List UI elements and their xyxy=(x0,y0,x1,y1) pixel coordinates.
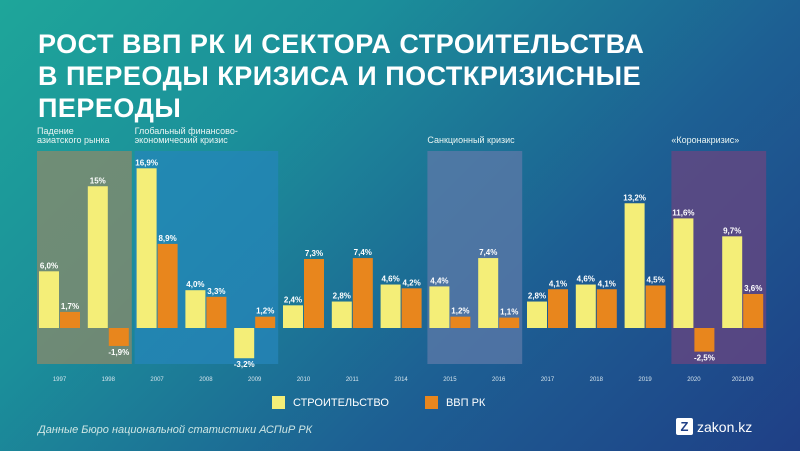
bar-gdp-2017 xyxy=(548,289,568,328)
data-label-gdp-2007: 8,9% xyxy=(158,234,176,243)
data-label-gdp-2014: 4,2% xyxy=(402,278,420,287)
data-label-construction-2017: 2,8% xyxy=(528,292,546,301)
x-tick-label: 2014 xyxy=(394,377,408,383)
x-tick-label: 2018 xyxy=(590,377,604,383)
period-label-corona: «Коронакризис» xyxy=(671,135,739,145)
data-label-construction-2015: 4,4% xyxy=(430,276,448,285)
data-label-construction-2019: 13,2% xyxy=(623,193,646,202)
bar-gdp-2021/09 xyxy=(743,293,764,328)
legend: СТРОИТЕЛЬСТВО ВВП РК xyxy=(272,396,521,409)
bar-construction-2017 xyxy=(527,301,547,328)
bar-gdp-2008 xyxy=(206,296,227,328)
data-label-gdp-2016: 1,1% xyxy=(500,308,518,317)
legend-label-gdp: ВВП РК xyxy=(445,396,486,409)
x-tick-label: 2009 xyxy=(248,377,262,383)
data-label-gdp-2008: 3,3% xyxy=(207,287,225,296)
data-label-construction-2010: 2,4% xyxy=(284,295,302,304)
bar-gdp-2019 xyxy=(645,285,666,328)
data-label-gdp-2021/09: 3,6% xyxy=(744,284,762,293)
data-label-gdp-2019: 4,5% xyxy=(646,275,664,284)
bar-construction-2021/09 xyxy=(722,236,743,328)
bar-gdp-2020 xyxy=(694,328,715,352)
data-label-construction-2007: 16,9% xyxy=(135,158,158,167)
bar-construction-1998 xyxy=(87,186,108,328)
x-tick-label: 2016 xyxy=(492,377,506,383)
bar-gdp-2014 xyxy=(401,288,422,328)
bar-gdp-2011 xyxy=(352,258,373,328)
x-tick-label: 2008 xyxy=(199,377,213,383)
bar-gdp-2016 xyxy=(499,317,520,328)
period-label-asian: азиатского рынка xyxy=(37,135,110,145)
x-tick-label: 2010 xyxy=(297,377,311,383)
bar-construction-2016 xyxy=(478,258,499,328)
x-tick-label: 2019 xyxy=(638,377,652,383)
data-label-gdp-1998: -1,9% xyxy=(108,348,129,357)
x-tick-label: 2015 xyxy=(443,377,457,383)
x-tick-label: 2017 xyxy=(541,377,555,383)
bar-gdp-2015 xyxy=(450,316,471,328)
brand[interactable]: Z zakon.kz xyxy=(676,418,752,435)
bar-construction-2014 xyxy=(380,284,401,328)
legend-swatch-construction xyxy=(272,396,285,409)
zakon-logo-icon: Z xyxy=(676,418,693,435)
bar-gdp-2018 xyxy=(596,289,617,328)
x-tick-label: 2020 xyxy=(687,377,701,383)
x-tick-label: 1997 xyxy=(53,377,67,383)
data-label-construction-2016: 7,4% xyxy=(479,248,497,257)
data-label-gdp-2020: -2,5% xyxy=(694,354,715,363)
bar-construction-2008 xyxy=(185,290,206,328)
data-label-construction-2008: 4,0% xyxy=(186,280,204,289)
bar-construction-2009 xyxy=(234,328,255,359)
bar-construction-2019 xyxy=(624,203,645,328)
data-label-gdp-2017: 4,1% xyxy=(549,279,567,288)
title-line-1: РОСТ ВВП РК И СЕКТОРА СТРОИТЕЛЬСТВА xyxy=(38,29,645,59)
data-label-gdp-2015: 1,2% xyxy=(451,307,469,316)
x-tick-label: 2021/09 xyxy=(732,377,754,383)
period-label-asian: Падение xyxy=(37,126,74,136)
legend-label-construction: СТРОИТЕЛЬСТВО xyxy=(293,396,389,409)
period-label-gfc: экономический кризис xyxy=(135,135,229,145)
data-label-construction-2009: -3,2% xyxy=(234,360,255,369)
data-label-gdp-2010: 7,3% xyxy=(305,249,323,258)
bar-gdp-2009 xyxy=(255,316,276,328)
data-label-construction-2020: 11,6% xyxy=(672,208,694,217)
data-label-gdp-2018: 4,1% xyxy=(598,279,616,288)
data-label-construction-2018: 4,6% xyxy=(577,275,595,284)
data-label-gdp-1997: 1,7% xyxy=(61,302,79,311)
x-tick-label: 2011 xyxy=(346,377,360,383)
data-label-construction-2011: 2,8% xyxy=(333,292,351,301)
bar-construction-2020 xyxy=(673,218,694,328)
data-label-construction-1998: 15% xyxy=(90,176,106,185)
legend-item-construction: СТРОИТЕЛЬСТВО xyxy=(272,396,389,409)
bar-construction-1997 xyxy=(39,271,59,328)
title-line-3: ПЕРЕОДЫ xyxy=(38,93,182,123)
bar-construction-2018 xyxy=(575,284,596,328)
bar-gdp-1998 xyxy=(108,328,129,346)
data-label-construction-2014: 4,6% xyxy=(381,275,399,284)
bar-gdp-1997 xyxy=(60,311,80,328)
bar-gdp-2010 xyxy=(304,259,324,328)
period-label-gfc: Глобальный финансово- xyxy=(135,126,238,136)
period-label-sanction: Санкционный кризис xyxy=(427,135,515,145)
data-label-gdp-2009: 1,2% xyxy=(256,307,274,316)
legend-item-gdp: ВВП РК xyxy=(424,396,486,409)
source-note: Данные Бюро национальной статистики АСПи… xyxy=(38,424,313,436)
bar-construction-2011 xyxy=(331,301,352,328)
period-band-sanction xyxy=(427,151,523,364)
legend-swatch-gdp xyxy=(424,396,438,409)
bar-construction-2015 xyxy=(429,286,450,328)
brand-name: zakon.kz xyxy=(697,418,753,435)
chart-title: РОСТ ВВП РК И СЕКТОРА СТРОИТЕЛЬСТВА В ПЕ… xyxy=(38,28,778,124)
data-label-construction-2021/09: 9,7% xyxy=(723,226,741,235)
bar-construction-2007 xyxy=(136,168,157,328)
x-tick-label: 1998 xyxy=(102,377,116,383)
bar-construction-2010 xyxy=(283,305,303,328)
bar-gdp-2007 xyxy=(157,243,178,328)
data-label-gdp-2011: 7,4% xyxy=(354,248,372,257)
x-tick-label: 2007 xyxy=(150,377,164,383)
data-label-construction-1997: 6,0% xyxy=(40,261,58,270)
title-line-2: В ПЕРЕОДЫ КРИЗИСА И ПОСТКРИЗИСНЫЕ xyxy=(38,61,642,91)
